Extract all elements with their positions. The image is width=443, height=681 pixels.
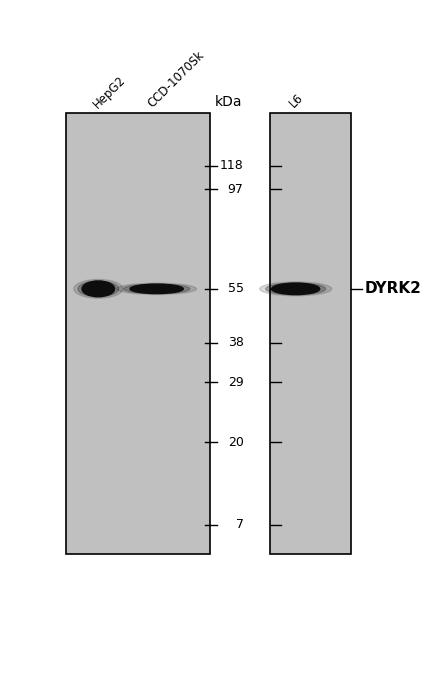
Ellipse shape (260, 282, 332, 296)
Text: 7: 7 (236, 518, 244, 531)
Text: 38: 38 (228, 336, 244, 349)
Text: 20: 20 (228, 436, 244, 449)
Bar (270, 113, 351, 554)
Text: 55: 55 (228, 283, 244, 296)
Ellipse shape (74, 279, 123, 298)
Text: 97: 97 (228, 183, 244, 195)
Ellipse shape (78, 281, 119, 297)
Ellipse shape (82, 281, 115, 297)
Text: L6: L6 (287, 91, 306, 110)
Text: 118: 118 (220, 159, 244, 172)
Bar (66, 113, 210, 554)
Text: HepG2: HepG2 (91, 73, 128, 110)
Ellipse shape (272, 283, 320, 295)
Text: DYRK2: DYRK2 (364, 281, 421, 296)
Text: 29: 29 (228, 376, 244, 389)
Ellipse shape (124, 284, 190, 294)
Text: CCD-1070Sk: CCD-1070Sk (146, 49, 207, 110)
Text: kDa: kDa (215, 95, 242, 109)
Ellipse shape (117, 283, 197, 294)
Ellipse shape (130, 284, 183, 294)
Ellipse shape (266, 283, 326, 295)
